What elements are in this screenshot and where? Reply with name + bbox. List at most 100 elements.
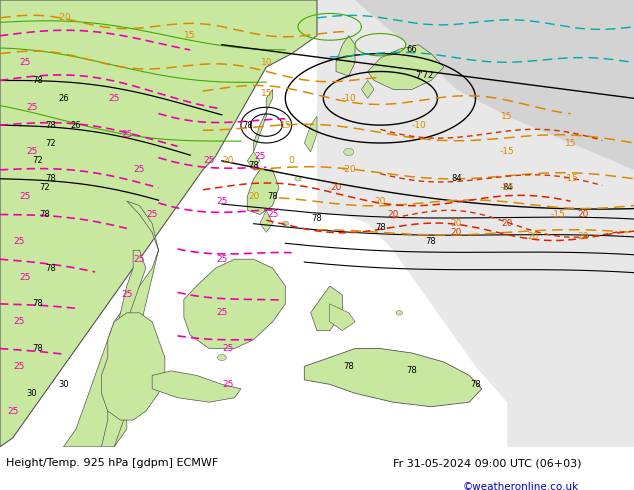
Text: 72: 72 [39,183,49,192]
Text: 20: 20 [527,232,538,242]
Polygon shape [247,152,260,170]
Text: 78: 78 [39,210,49,219]
Text: 25: 25 [267,210,278,219]
Text: -15: -15 [550,210,566,219]
Text: 25: 25 [13,317,25,326]
Polygon shape [101,250,146,447]
Text: -20: -20 [56,13,71,23]
Polygon shape [336,36,355,76]
Text: 25: 25 [216,196,228,206]
Text: 25: 25 [13,362,25,371]
Polygon shape [282,221,288,226]
Polygon shape [304,116,317,152]
Polygon shape [184,259,285,348]
Polygon shape [217,354,226,361]
Text: 30: 30 [27,389,37,398]
Polygon shape [330,304,355,331]
Text: 84: 84 [502,183,512,192]
Text: 78: 78 [268,192,278,201]
Text: 20: 20 [248,192,259,201]
Text: 66: 66 [407,45,417,54]
Text: 20: 20 [223,156,234,166]
Text: 0: 0 [288,156,295,166]
Text: 78: 78 [33,344,43,353]
Text: 25: 25 [223,344,234,353]
Polygon shape [396,311,403,315]
Text: Fr 31-05-2024 09:00 UTC (06+03): Fr 31-05-2024 09:00 UTC (06+03) [393,458,581,468]
Text: -20: -20 [341,165,356,174]
Text: 25: 25 [26,103,37,112]
Text: 20: 20 [451,228,462,237]
Text: -10: -10 [341,94,356,103]
Text: 25: 25 [20,58,31,67]
Polygon shape [254,89,273,152]
Text: 25: 25 [204,156,215,166]
Text: 25: 25 [134,255,145,264]
Text: 78: 78 [33,299,43,308]
Text: -10: -10 [411,121,426,130]
Text: 78: 78 [312,215,322,223]
Text: 78: 78 [33,76,43,85]
Text: 15: 15 [501,112,513,121]
Polygon shape [247,170,279,215]
Text: 15: 15 [565,139,576,147]
Text: Height/Temp. 925 hPa [gdpm] ECMWF: Height/Temp. 925 hPa [gdpm] ECMWF [6,458,219,468]
Text: 78: 78 [249,161,259,170]
Text: -15: -15 [563,174,578,183]
Text: 78: 78 [344,362,354,371]
Text: 78: 78 [242,121,252,130]
Text: 72: 72 [46,139,56,147]
Text: 20: 20 [501,219,513,228]
Text: -15: -15 [500,183,515,192]
Text: 25: 25 [216,308,228,318]
Text: 20: 20 [375,196,386,206]
Text: 72: 72 [33,156,43,166]
Text: 25: 25 [13,237,25,246]
Text: 78: 78 [46,264,56,272]
Text: 25: 25 [254,152,266,161]
Text: 78: 78 [46,121,56,130]
Text: 20: 20 [330,183,342,192]
Text: 10: 10 [261,58,272,67]
Polygon shape [0,0,317,447]
Text: 78: 78 [470,380,481,389]
Text: 20: 20 [578,232,589,242]
Text: 25: 25 [26,147,37,156]
Text: 25: 25 [121,291,133,299]
Text: 26: 26 [58,94,68,103]
Text: 78: 78 [375,223,385,232]
Text: 25: 25 [20,272,31,282]
Text: ©weatheronline.co.uk: ©weatheronline.co.uk [463,482,579,490]
Polygon shape [101,313,165,420]
Text: 25: 25 [108,94,120,103]
Text: 20: 20 [387,210,399,219]
Text: 84: 84 [451,174,462,183]
Text: 15: 15 [280,121,291,130]
Polygon shape [330,0,634,170]
Text: 78: 78 [407,367,417,375]
Text: 25: 25 [146,210,158,219]
Text: 25: 25 [216,255,228,264]
Polygon shape [368,45,444,89]
Text: 25: 25 [7,407,18,416]
Text: 20: 20 [578,210,589,219]
Text: 25: 25 [223,380,234,389]
Polygon shape [344,148,354,155]
Text: 26: 26 [71,121,81,130]
Text: 15: 15 [184,31,196,40]
Text: 25: 25 [121,129,133,139]
Polygon shape [295,176,301,181]
Text: 15: 15 [261,89,272,98]
Polygon shape [311,286,342,331]
Text: 78: 78 [426,237,436,246]
Polygon shape [152,371,241,402]
Text: 20: 20 [451,219,462,228]
Text: 25: 25 [134,165,145,174]
Polygon shape [317,0,634,447]
Text: 7'72: 7'72 [416,72,434,80]
Polygon shape [260,210,273,232]
Text: -15: -15 [500,147,515,156]
Polygon shape [361,80,374,98]
Polygon shape [304,348,482,407]
Text: 25: 25 [20,192,31,201]
